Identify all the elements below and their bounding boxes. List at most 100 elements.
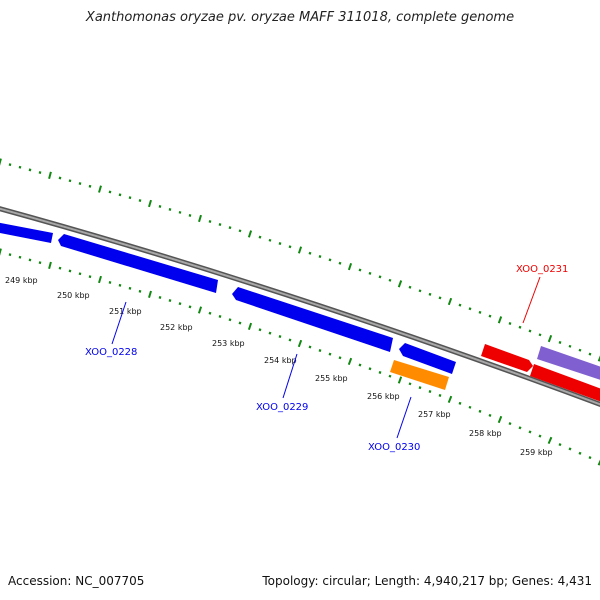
outer-tick-mark — [478, 310, 482, 314]
purple-feature[interactable] — [537, 346, 600, 383]
scale-label: 259 kbp — [520, 448, 553, 457]
inner-tick-mark — [58, 266, 62, 270]
inner-tick-mark — [168, 299, 172, 303]
gene-feature-xoo-0229[interactable] — [232, 287, 393, 352]
callout-line-xoo-0230 — [396, 396, 412, 439]
outer-tick-mark — [0, 158, 2, 166]
outer-tick-mark — [497, 316, 503, 324]
inner-tick-mark — [228, 318, 232, 322]
outer-tick-mark — [488, 314, 492, 318]
map-title: Xanthomonas oryzae pv. oryzae MAFF 31101… — [85, 10, 515, 25]
gene-label-xoo-0230: XOO_0230 — [368, 442, 420, 453]
inner-tick-mark — [318, 349, 322, 353]
outer-tick-mark — [98, 185, 102, 193]
outer-tick-mark — [597, 355, 600, 362]
inner-tick-mark — [388, 374, 392, 378]
outer-tick-mark — [58, 176, 62, 180]
outer-tick-mark — [347, 262, 353, 271]
inner-tick-mark — [128, 286, 132, 290]
inner-tick-mark — [368, 367, 372, 371]
scale-label: 251 kbp — [109, 307, 142, 316]
inner-tick-mark — [288, 338, 292, 342]
outer-tick-mark — [28, 168, 32, 172]
outer-tick-mark — [208, 220, 212, 223]
outer-tick-mark — [38, 171, 42, 174]
outer-tick-mark — [318, 255, 322, 259]
inner-tick-mark — [438, 393, 442, 397]
gene-label-xoo-0228: XOO_0228 — [85, 347, 137, 358]
outer-tick-mark — [188, 214, 192, 217]
outer-tick-mark — [247, 230, 253, 238]
outer-tick-mark — [368, 271, 372, 275]
inner-tick-mark — [378, 370, 382, 374]
outer-tick-mark — [228, 226, 232, 230]
inner-tick-mark — [528, 430, 532, 434]
inner-tick-mark — [48, 261, 52, 269]
callout-line-xoo-0229 — [282, 353, 298, 399]
inner-tick-mark — [247, 322, 253, 331]
inner-tick-mark — [488, 413, 492, 417]
outer-tick-mark — [118, 193, 122, 197]
outer-tick-mark — [538, 333, 542, 337]
outer-tick-mark — [198, 214, 202, 223]
outer-tick-mark — [158, 205, 162, 208]
outer-tick-mark — [547, 334, 553, 343]
outer-tick-mark — [138, 199, 142, 202]
gene-feature-right-edge[interactable] — [530, 364, 600, 405]
inner-tick-mark — [8, 253, 12, 257]
inner-tick-mark — [238, 321, 242, 325]
inner-tick-mark — [138, 289, 142, 293]
inner-tick-mark — [28, 258, 32, 262]
outer-tick-mark — [218, 223, 222, 227]
inner-tick-mark — [268, 331, 272, 335]
inner-tick-mark — [508, 422, 512, 426]
inner-tick-track — [0, 248, 600, 466]
callout-line-xoo-0231 — [522, 276, 541, 324]
outer-tick-mark — [428, 292, 432, 296]
inner-tick-mark — [538, 434, 542, 438]
inner-tick-mark — [178, 302, 182, 306]
outer-tick-mark — [447, 297, 453, 306]
outer-tick-mark — [508, 322, 512, 325]
inner-tick-mark — [78, 272, 82, 276]
callout-line-xoo-0228 — [111, 301, 127, 345]
orange-feature[interactable] — [390, 360, 449, 390]
inner-tick-mark — [308, 345, 312, 349]
inner-tick-mark — [18, 255, 22, 259]
inner-tick-mark — [98, 275, 102, 284]
scale-label: 257 kbp — [418, 410, 451, 419]
inner-tick-mark — [568, 447, 572, 451]
outer-tick-mark — [168, 208, 172, 211]
inner-tick-mark — [197, 306, 203, 314]
inner-tick-mark — [338, 356, 342, 360]
scale-label: 253 kbp — [212, 339, 245, 348]
gene-feature-xoo-0231[interactable] — [481, 344, 533, 372]
outer-tick-mark — [278, 242, 282, 246]
outer-tick-mark — [408, 285, 412, 289]
outer-tick-mark — [568, 344, 572, 348]
genome-backbone — [0, 206, 600, 407]
gene-feature-xoo-0230[interactable] — [399, 343, 456, 374]
inner-tick-mark — [547, 436, 553, 445]
outer-tick-mark — [588, 352, 592, 356]
genome-backbone-highlight — [0, 207, 600, 406]
outer-tick-mark — [88, 184, 92, 188]
outer-tick-mark — [258, 235, 262, 239]
outer-tick-mark — [108, 190, 112, 194]
scale-label: 258 kbp — [469, 429, 502, 438]
scale-label: 252 kbp — [160, 323, 193, 332]
scale-label: 255 kbp — [315, 374, 348, 383]
inner-tick-mark — [458, 401, 462, 405]
inner-tick-mark — [428, 390, 432, 394]
outer-tick-mark — [468, 307, 472, 311]
gene-feature-xoo-0228[interactable] — [58, 234, 218, 293]
outer-tick-mark — [288, 245, 292, 249]
outer-tick-mark — [578, 348, 582, 352]
gene-label-xoo-0229: XOO_0229 — [256, 402, 308, 413]
outer-tick-mark — [238, 229, 242, 233]
inner-tick-mark — [68, 269, 72, 273]
inner-tick-mark — [208, 311, 212, 315]
gene-label-xoo-0231: XOO_0231 — [516, 264, 568, 275]
inner-tick-mark — [447, 395, 453, 403]
gene-feature-left-edge[interactable] — [0, 221, 53, 243]
